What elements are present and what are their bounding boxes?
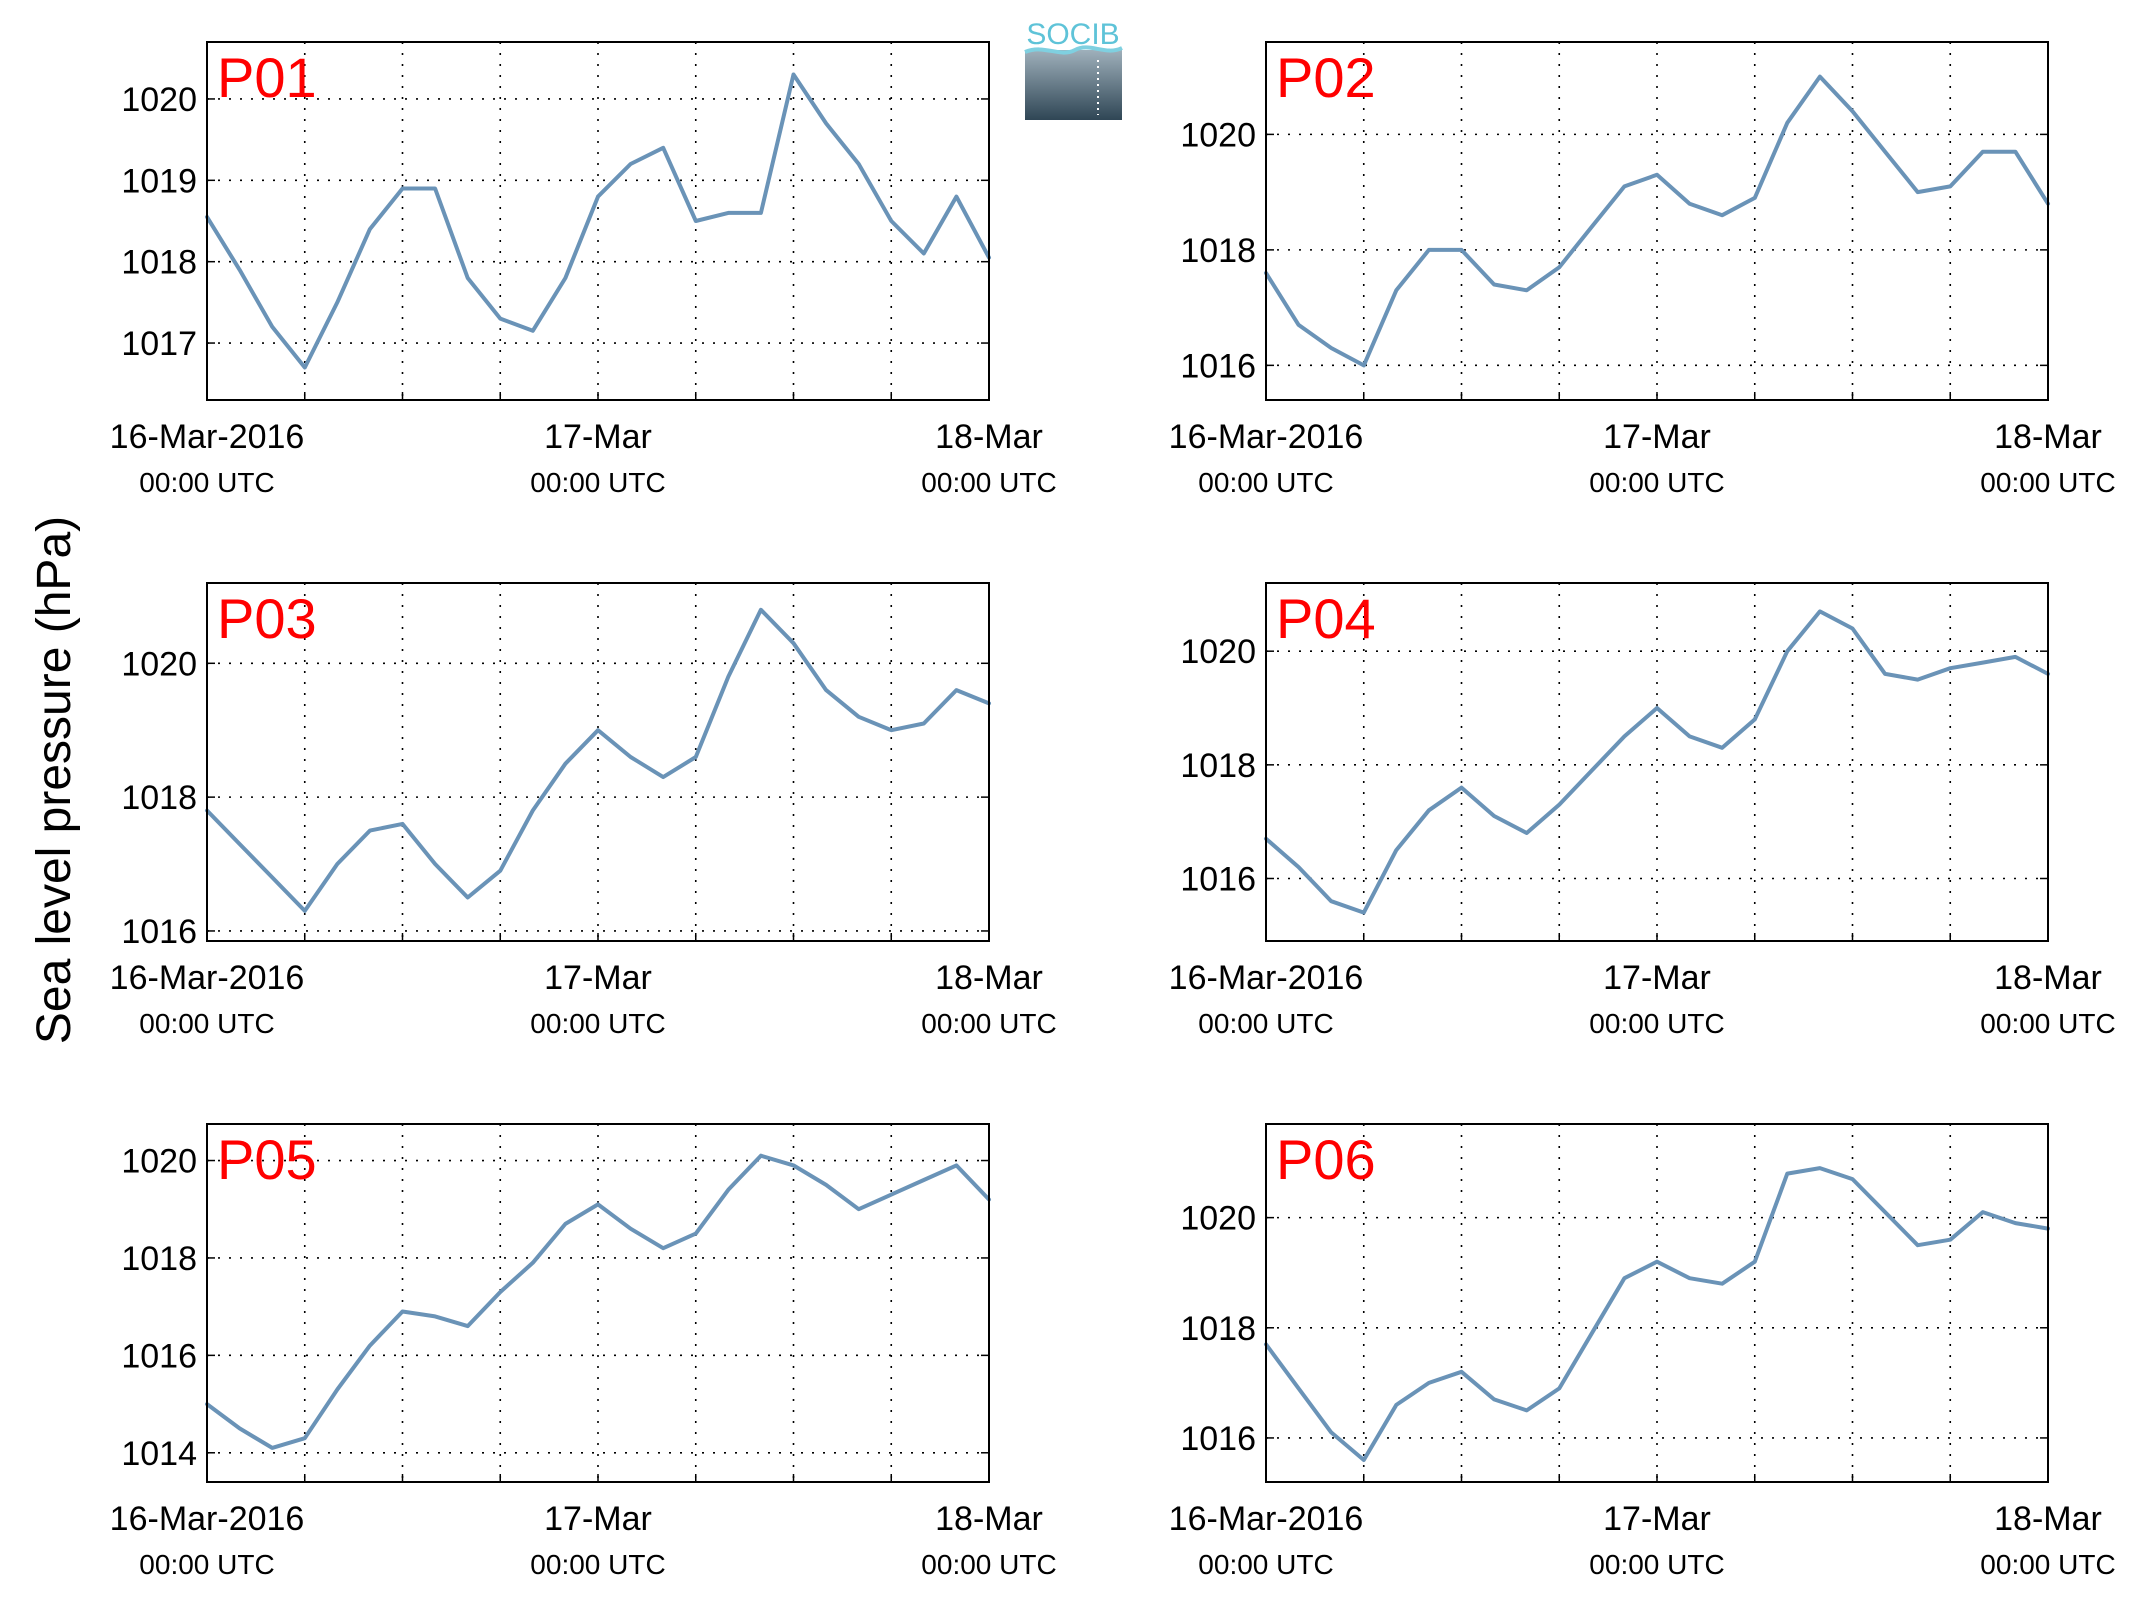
y-tick-label: 1017 — [121, 325, 197, 363]
plot-area — [1266, 42, 2048, 400]
axes-frame — [1265, 582, 2049, 942]
y-tick-label: 1016 — [121, 913, 197, 951]
x-tick-label: 18-Mar — [935, 1500, 1043, 1538]
y-tick-label: 1019 — [121, 162, 197, 200]
y-tick-label: 1018 — [1180, 1310, 1256, 1348]
x-tick-label: 18-Mar — [935, 959, 1043, 997]
logo-block — [1025, 50, 1122, 120]
logo-wave — [1024, 45, 1123, 55]
pressure-series-line — [205, 1153, 991, 1450]
x-tick-sublabel: 00:00 UTC — [1198, 1008, 1333, 1039]
panel-p06: 1016 1018 1020 16-Mar-2016 00:00 UTC 17-Mar 00… — [1169, 1123, 2116, 1580]
pressure-series-line — [1264, 609, 2050, 915]
y-tick-label: 1018 — [121, 244, 197, 282]
x-tick-sublabel: 00:00 UTC — [1589, 1549, 1724, 1580]
panel-p02: 1016 1018 1020 16-Mar-2016 00:00 UTC 17-Mar 00… — [1169, 41, 2116, 498]
x-tick-label: 18-Mar — [1994, 1500, 2102, 1538]
panel-p04: 1016 1018 1020 16-Mar-2016 00:00 UTC 17-Mar 00… — [1169, 582, 2116, 1039]
axes-frame — [206, 41, 990, 401]
x-tick-sublabel: 00:00 UTC — [139, 1549, 274, 1580]
y-tick-label: 1020 — [1180, 1200, 1256, 1238]
panel-label: P03 — [217, 587, 317, 650]
y-tick-label: 1018 — [121, 779, 197, 817]
x-tick-sublabel: 00:00 UTC — [1198, 467, 1333, 498]
y-tick-label: 1018 — [1180, 232, 1256, 270]
y-tick-label: 1020 — [121, 81, 197, 119]
logo-text: SOCIB — [1026, 18, 1119, 51]
x-tick-label: 18-Mar — [935, 418, 1043, 456]
y-tick-label: 1020 — [121, 1143, 197, 1181]
plot-area — [1266, 583, 2048, 941]
x-tick-label: 17-Mar — [1603, 959, 1711, 997]
pressure-series-line — [1264, 74, 2050, 368]
x-tick-sublabel: 00:00 UTC — [921, 1549, 1056, 1580]
x-tick-label: 17-Mar — [544, 1500, 652, 1538]
x-tick-sublabel: 00:00 UTC — [139, 467, 274, 498]
axes-frame — [206, 1123, 990, 1483]
pressure-series-line — [205, 607, 991, 913]
x-tick-label: 16-Mar-2016 — [1169, 418, 1364, 456]
plot-area — [207, 1124, 989, 1482]
axes-frame — [1265, 1123, 2049, 1483]
pressure-series-line — [205, 72, 991, 370]
axes-frame — [206, 582, 990, 942]
y-tick-label: 1016 — [1180, 1420, 1256, 1458]
x-tick-label: 16-Mar-2016 — [110, 959, 305, 997]
panel-label: P02 — [1276, 46, 1376, 109]
panel-label: P04 — [1276, 587, 1376, 650]
x-tick-label: 16-Mar-2016 — [110, 418, 305, 456]
x-tick-sublabel: 00:00 UTC — [1589, 1008, 1724, 1039]
y-tick-label: 1018 — [121, 1240, 197, 1278]
x-tick-label: 17-Mar — [544, 418, 652, 456]
panel-p01: 1017 1018 1019 1020 16-Mar-2016 00:00 UTC 17-M… — [110, 41, 1057, 498]
x-tick-label: 18-Mar — [1994, 418, 2102, 456]
y-tick-label: 1016 — [1180, 860, 1256, 898]
x-tick-sublabel: 00:00 UTC — [1980, 1008, 2115, 1039]
y-tick-label: 1016 — [121, 1337, 197, 1375]
axes-frame — [1265, 41, 2049, 401]
x-tick-sublabel: 00:00 UTC — [1980, 1549, 2115, 1580]
x-tick-label: 17-Mar — [1603, 1500, 1711, 1538]
x-tick-label: 17-Mar — [1603, 418, 1711, 456]
y-tick-label: 1020 — [1180, 633, 1256, 671]
x-tick-sublabel: 00:00 UTC — [530, 1008, 665, 1039]
x-tick-sublabel: 00:00 UTC — [139, 1008, 274, 1039]
panel-p05: 1014 1016 1018 1020 16-Mar-2016 00:00 UTC 17-M… — [110, 1123, 1057, 1580]
socib-logo: SOCIB — [1024, 18, 1123, 120]
x-tick-label: 16-Mar-2016 — [110, 1500, 305, 1538]
panel-label: P05 — [217, 1128, 317, 1191]
plot-area — [207, 583, 989, 941]
x-tick-sublabel: 00:00 UTC — [530, 1549, 665, 1580]
x-tick-sublabel: 00:00 UTC — [530, 467, 665, 498]
x-tick-label: 16-Mar-2016 — [1169, 1500, 1364, 1538]
x-tick-sublabel: 00:00 UTC — [1980, 467, 2115, 498]
x-tick-sublabel: 00:00 UTC — [921, 467, 1056, 498]
y-tick-label: 1014 — [121, 1435, 197, 1473]
x-tick-sublabel: 00:00 UTC — [1198, 1549, 1333, 1580]
x-tick-label: 17-Mar — [544, 959, 652, 997]
x-tick-sublabel: 00:00 UTC — [921, 1008, 1056, 1039]
x-tick-label: 16-Mar-2016 — [1169, 959, 1364, 997]
y-axis-label: Sea level pressure (hPa) — [28, 516, 81, 1044]
x-tick-sublabel: 00:00 UTC — [1589, 467, 1724, 498]
y-tick-label: 1018 — [1180, 747, 1256, 785]
plot-area — [207, 42, 989, 400]
y-tick-label: 1020 — [121, 645, 197, 683]
panel-label: P06 — [1276, 1128, 1376, 1191]
panel-label: P01 — [217, 46, 317, 109]
pressure-series-line — [1264, 1166, 2050, 1462]
y-tick-label: 1020 — [1180, 116, 1256, 154]
x-tick-label: 18-Mar — [1994, 959, 2102, 997]
panel-p03: 1016 1018 1020 16-Mar-2016 00:00 UTC 17-Mar 00… — [110, 582, 1057, 1039]
y-tick-label: 1016 — [1180, 347, 1256, 385]
